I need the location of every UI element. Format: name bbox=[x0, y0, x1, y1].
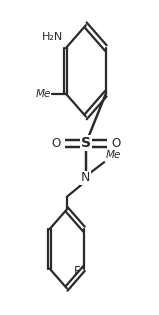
Text: S: S bbox=[81, 136, 91, 150]
Text: Me: Me bbox=[36, 89, 52, 99]
Text: O: O bbox=[111, 137, 121, 150]
Text: O: O bbox=[51, 137, 60, 150]
Text: H₂N: H₂N bbox=[41, 32, 63, 42]
Text: N: N bbox=[81, 171, 90, 185]
Text: F: F bbox=[73, 265, 80, 278]
Text: Me: Me bbox=[105, 150, 121, 160]
